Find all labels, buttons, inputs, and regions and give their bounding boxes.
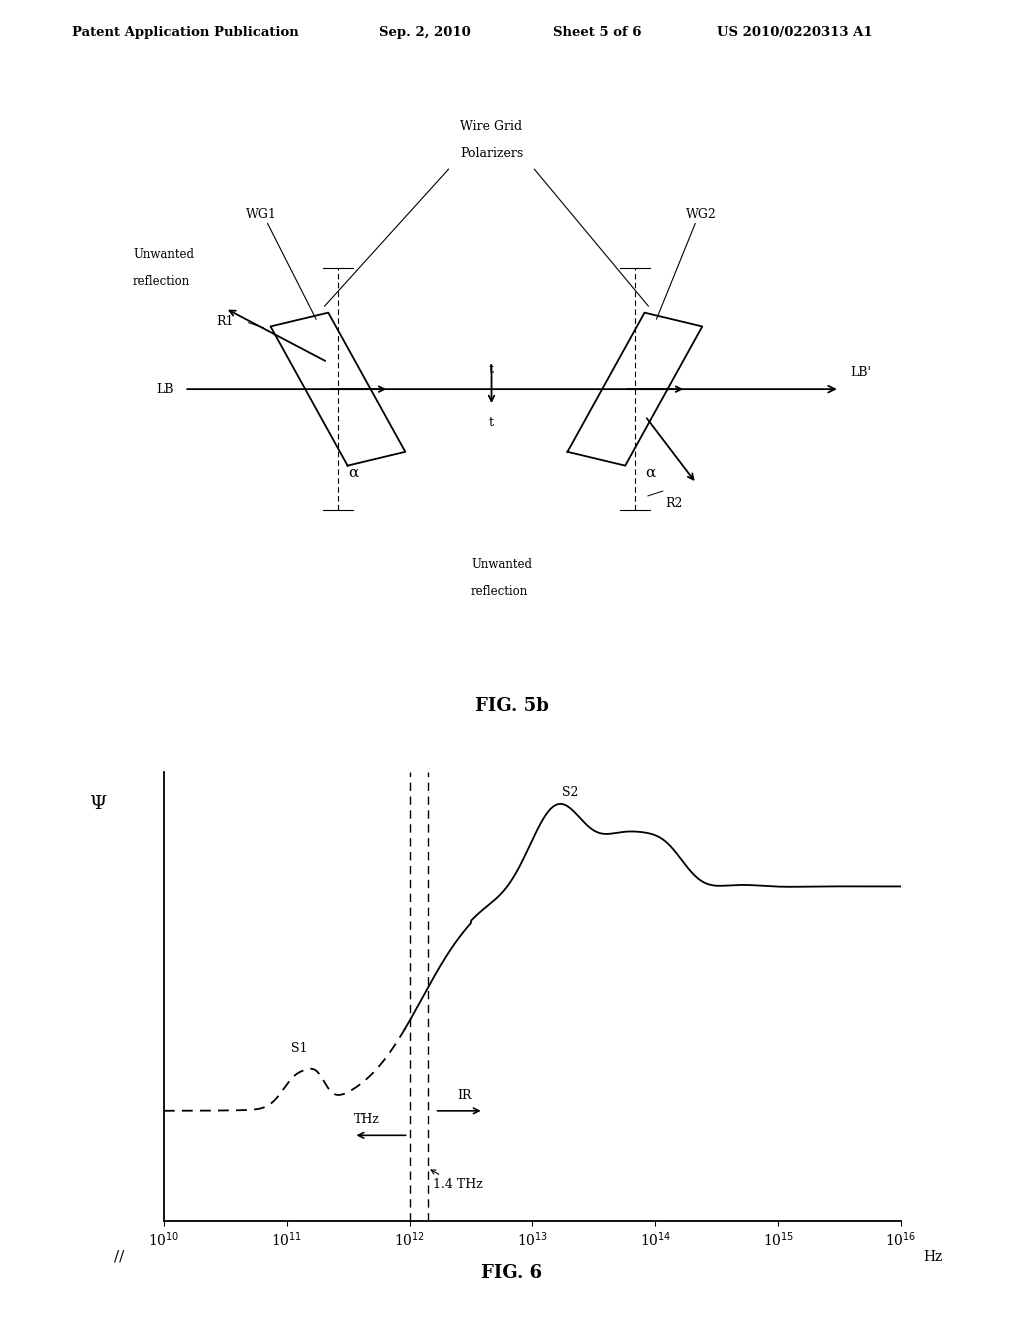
Text: α: α	[645, 466, 655, 479]
Text: α: α	[348, 466, 358, 479]
Text: S2: S2	[562, 785, 579, 799]
Text: Unwanted: Unwanted	[133, 248, 195, 261]
Text: Sheet 5 of 6: Sheet 5 of 6	[553, 26, 641, 40]
Text: US 2010/0220313 A1: US 2010/0220313 A1	[717, 26, 872, 40]
Text: S1: S1	[291, 1043, 307, 1056]
Text: reflection: reflection	[133, 275, 190, 288]
Text: WG2: WG2	[686, 207, 717, 220]
Text: Polarizers: Polarizers	[460, 147, 523, 160]
Text: Sep. 2, 2010: Sep. 2, 2010	[379, 26, 471, 40]
Text: R2: R2	[666, 496, 683, 510]
Text: WG1: WG1	[246, 207, 276, 220]
Text: Unwanted: Unwanted	[471, 557, 532, 570]
Text: FIG. 6: FIG. 6	[481, 1263, 543, 1282]
Text: Wire Grid: Wire Grid	[461, 120, 522, 133]
Text: Ψ: Ψ	[89, 795, 106, 813]
Text: reflection: reflection	[471, 585, 528, 598]
Text: 1.4 THz: 1.4 THz	[431, 1170, 482, 1192]
Text: t: t	[489, 416, 494, 429]
Text: t: t	[489, 363, 494, 376]
Text: //: //	[115, 1250, 125, 1265]
Text: FIG. 5b: FIG. 5b	[475, 697, 549, 714]
Text: R1: R1	[216, 315, 234, 329]
Text: LB': LB'	[850, 366, 871, 379]
Text: LB: LB	[157, 383, 174, 396]
Text: Hz: Hz	[924, 1250, 942, 1265]
Text: THz: THz	[354, 1113, 380, 1126]
Text: Patent Application Publication: Patent Application Publication	[72, 26, 298, 40]
Text: IR: IR	[458, 1089, 472, 1102]
